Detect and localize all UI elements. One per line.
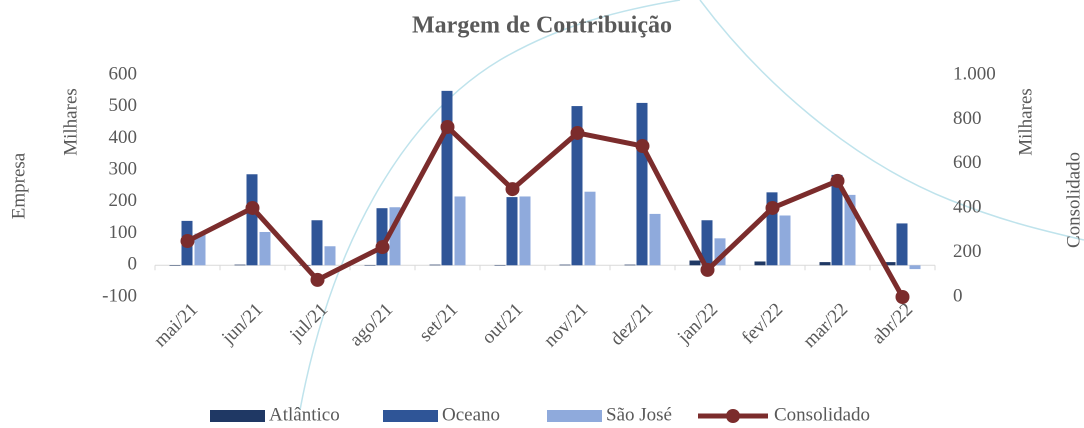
bar bbox=[714, 238, 726, 266]
line-marker bbox=[505, 182, 520, 197]
legend-swatch bbox=[547, 410, 602, 422]
bar bbox=[689, 260, 701, 266]
bar bbox=[234, 264, 246, 266]
bar bbox=[506, 197, 518, 266]
bar bbox=[896, 223, 908, 266]
legend-label: São José bbox=[606, 404, 672, 425]
x-tick-label: abr/22 bbox=[868, 299, 917, 348]
y2-tick-label: 200 bbox=[953, 241, 982, 262]
line-marker bbox=[765, 200, 780, 215]
y2-axis-label: Consolidado bbox=[1063, 152, 1084, 248]
bar bbox=[701, 220, 713, 266]
line-marker bbox=[635, 139, 650, 154]
legend-label: Oceano bbox=[442, 404, 500, 425]
x-tick-label: fev/22 bbox=[738, 299, 787, 348]
y2-tick-label: 0 bbox=[953, 285, 963, 306]
y-tick-label: 200 bbox=[109, 190, 138, 211]
bar bbox=[754, 261, 766, 266]
legend-swatch bbox=[726, 409, 740, 423]
bar bbox=[584, 191, 596, 266]
legend-swatch bbox=[383, 410, 438, 422]
bar bbox=[429, 264, 441, 266]
x-tick-label: mar/22 bbox=[799, 299, 852, 352]
bar bbox=[376, 208, 388, 266]
bar bbox=[649, 213, 661, 266]
x-tick-label: jan/22 bbox=[673, 299, 722, 348]
line-marker bbox=[310, 272, 325, 287]
x-tick-label: jul/21 bbox=[285, 299, 332, 346]
y-tick-label: 300 bbox=[109, 159, 138, 180]
line-marker bbox=[700, 262, 715, 277]
y2-tick-label: 600 bbox=[953, 152, 982, 173]
y2-tick-label: 400 bbox=[953, 197, 982, 218]
y-tick-label: 400 bbox=[109, 127, 138, 148]
bar bbox=[636, 102, 648, 266]
bar bbox=[169, 265, 181, 266]
legend-label: Consolidado bbox=[774, 404, 870, 425]
bar bbox=[909, 265, 921, 270]
x-tick-label: ago/21 bbox=[346, 299, 397, 350]
decorative-curve bbox=[699, 0, 1084, 241]
legend-label: Atlântico bbox=[269, 404, 340, 425]
y-tick-label: -100 bbox=[102, 285, 137, 306]
bar bbox=[559, 264, 571, 266]
bar bbox=[884, 262, 896, 266]
line-marker bbox=[440, 119, 455, 134]
bar bbox=[844, 194, 856, 266]
bar bbox=[246, 174, 258, 266]
bar bbox=[364, 264, 376, 266]
bar bbox=[259, 231, 271, 266]
chart-title: Margem de Contribuição bbox=[412, 13, 672, 39]
line bbox=[186, 124, 905, 299]
bar bbox=[311, 220, 323, 266]
y-tick-label: 100 bbox=[109, 222, 138, 243]
line-marker bbox=[895, 290, 910, 304]
line-marker bbox=[245, 200, 260, 215]
line-marker bbox=[375, 240, 390, 255]
x-tick-label: set/21 bbox=[415, 299, 462, 346]
bar bbox=[519, 196, 531, 266]
x-tick-label: out/21 bbox=[478, 299, 527, 348]
legend-swatch bbox=[210, 410, 265, 422]
bar bbox=[454, 196, 466, 266]
decorative-curve bbox=[299, 0, 681, 411]
x-tick-label: mai/21 bbox=[150, 299, 202, 351]
y2-tick-label: 800 bbox=[953, 108, 982, 129]
bar bbox=[441, 90, 453, 266]
line-marker bbox=[830, 173, 845, 188]
x-tick-label: nov/21 bbox=[540, 299, 592, 351]
bar bbox=[819, 262, 831, 266]
bar bbox=[624, 264, 636, 266]
x-tick-label: jun/21 bbox=[217, 299, 267, 349]
y2-axis-unit: Milhares bbox=[1015, 88, 1036, 156]
y-axis-label: Empresa bbox=[8, 152, 29, 219]
line-marker bbox=[180, 234, 195, 249]
y-tick-label: 500 bbox=[109, 95, 138, 116]
bar bbox=[389, 207, 401, 266]
bar bbox=[779, 215, 791, 266]
bar bbox=[194, 233, 206, 266]
bar bbox=[571, 106, 583, 266]
bar bbox=[324, 246, 336, 266]
x-tick-label: dez/21 bbox=[606, 299, 657, 350]
bar bbox=[766, 192, 778, 266]
y-tick-label: 0 bbox=[128, 254, 138, 275]
y-axis-unit: Milhares bbox=[60, 88, 81, 156]
bar bbox=[494, 264, 506, 266]
y-tick-label: 600 bbox=[109, 63, 138, 84]
y2-tick-label: 1.000 bbox=[953, 63, 996, 84]
bar bbox=[831, 174, 843, 266]
line-marker bbox=[570, 125, 585, 140]
